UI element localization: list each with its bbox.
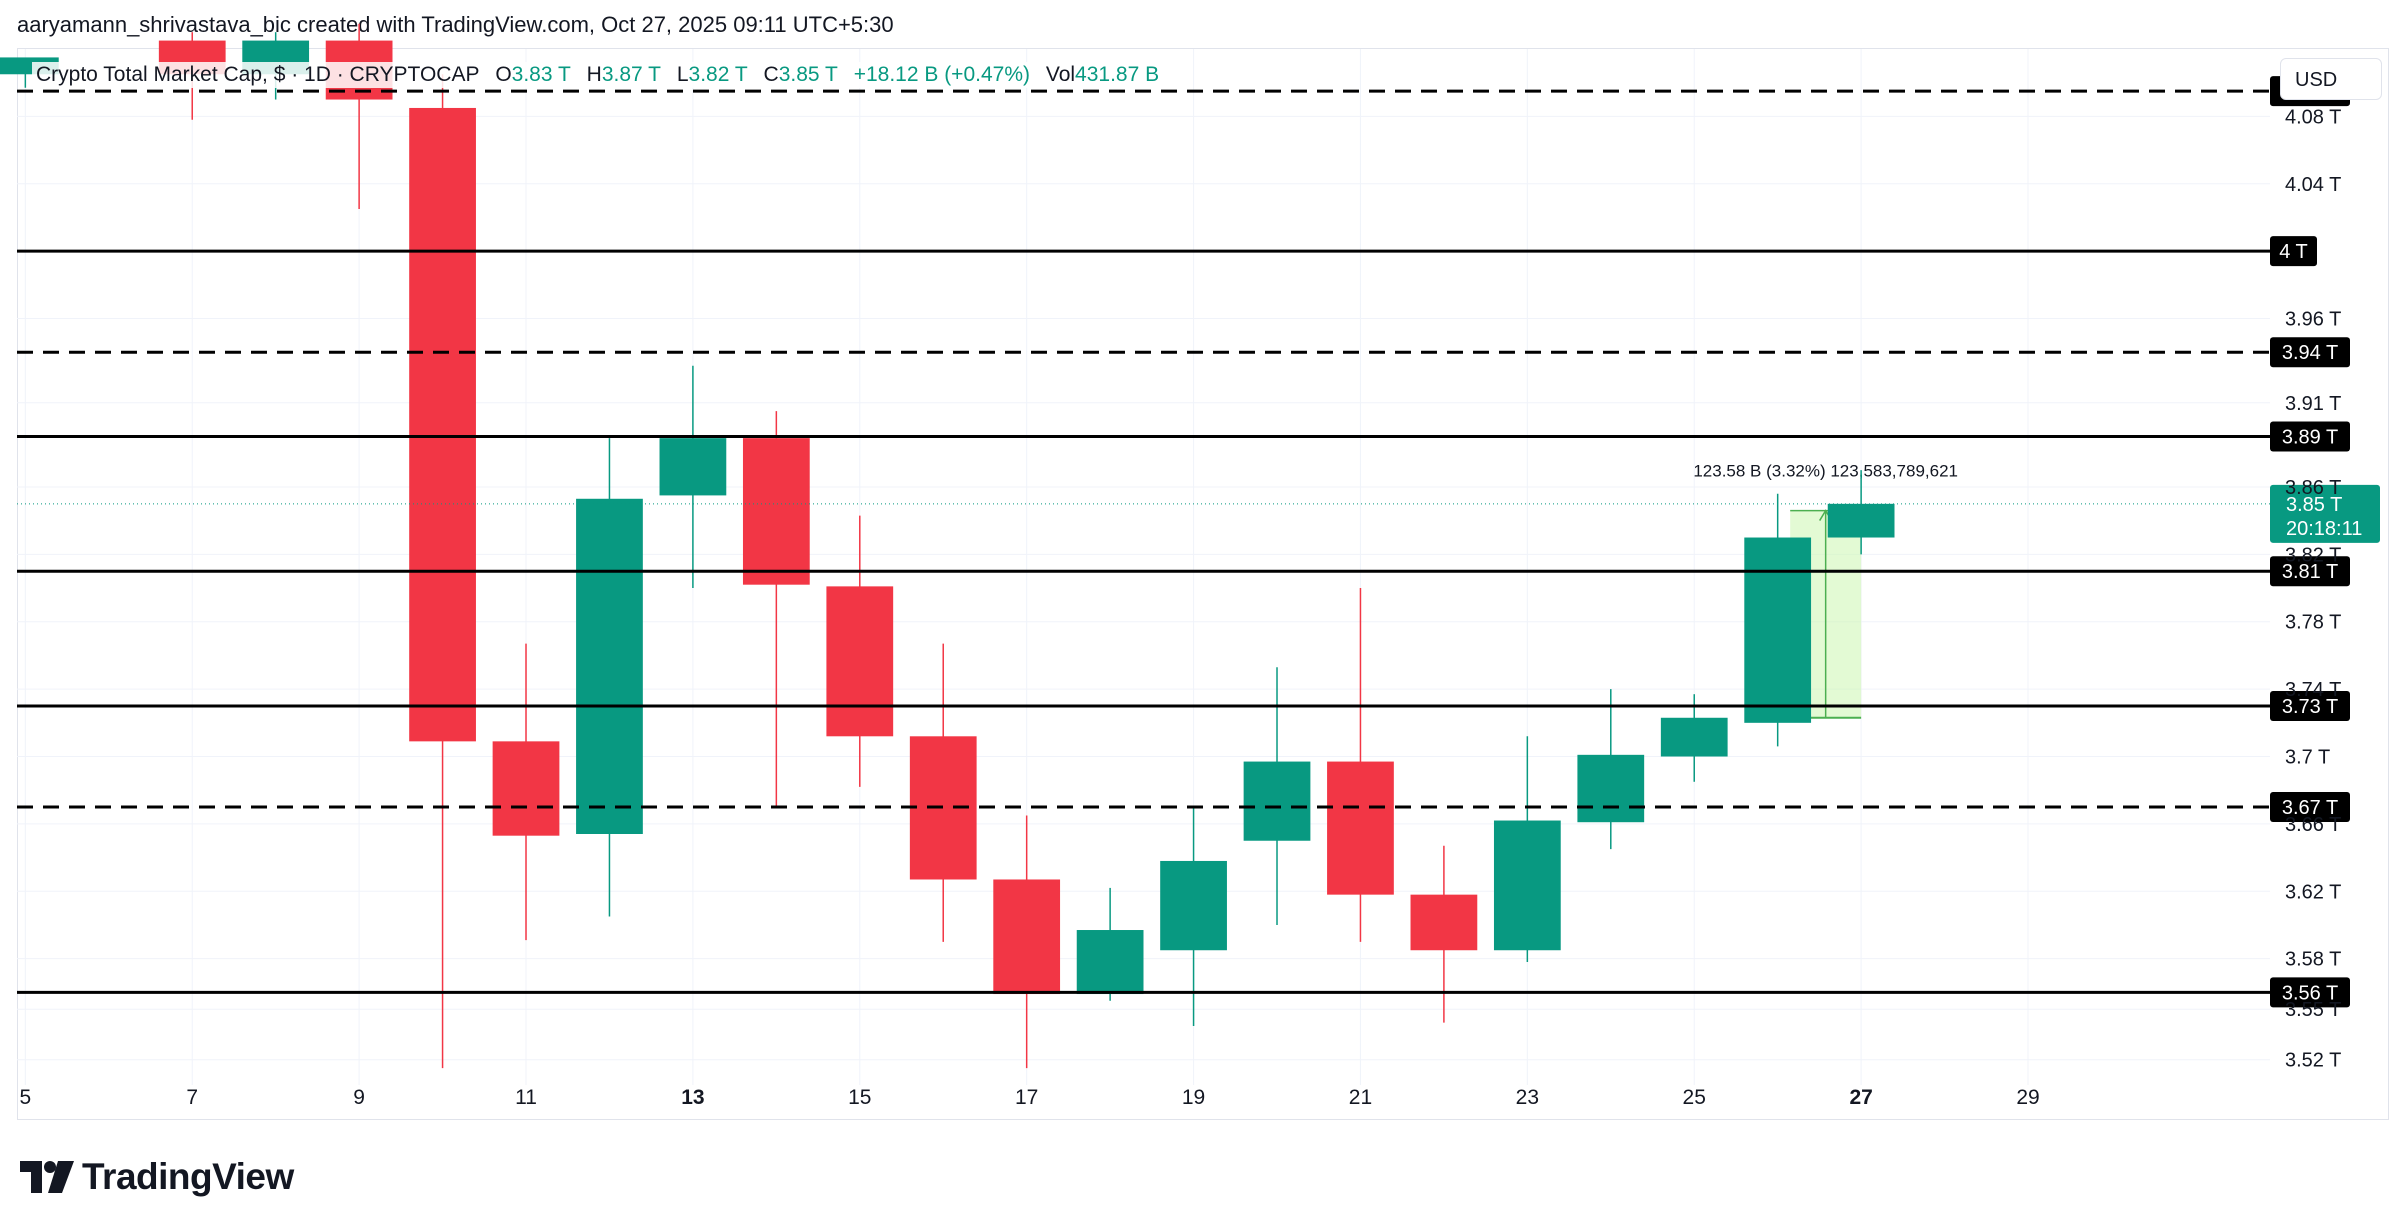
tradingview-logo-icon [20,1161,74,1193]
open-value: 3.83 T [511,63,571,86]
level-label: 3.56 T [2282,982,2338,1004]
level-label: 3.94 T [2282,342,2338,364]
tradingview-brand[interactable]: TradingView [20,1155,294,1199]
level-label-box [2270,792,2350,823]
candle-body [1410,894,1478,951]
level-label-box [2270,421,2350,452]
y-axis-tick-label: 3.7 T [2285,747,2330,769]
y-axis-tick-label: 3.74 T [2285,679,2341,701]
x-axis-tick-label: 13 [681,1086,704,1109]
high-value: 3.87 T [601,63,661,86]
y-axis-tick-label: 3.82 T [2285,544,2341,566]
y-axis-tick-label: 4.08 T [2285,106,2341,128]
last-price-badge [2270,484,2380,543]
level-label: 4 T [2279,241,2308,263]
x-axis-tick-label: 15 [848,1086,871,1109]
level-label-box [2270,690,2350,721]
candle-body [1744,537,1812,723]
x-axis-tick-label: 29 [2016,1086,2039,1109]
candle-body [1577,754,1645,823]
close-value: 3.85 T [778,63,838,86]
x-axis-tick-label: 7 [186,1086,198,1109]
y-axis-tick-label: 3.96 T [2285,309,2341,331]
level-label-box [2270,556,2350,587]
x-axis-tick-label: 9 [353,1086,365,1109]
candle-body [492,741,560,836]
low-label: L [676,63,689,86]
candle-body [1243,761,1311,841]
candle-body [659,438,727,496]
candle-body [993,879,1061,995]
candle-body [1827,503,1895,538]
volume-value: 431.87 B [1075,63,1160,86]
x-axis-tick-label: 21 [1349,1086,1372,1109]
y-axis-tick-label: 3.55 T [2285,999,2341,1021]
price-range-tool[interactable]: 123.58 B (3.32%) 123,583,789,621 [1693,462,1958,719]
y-axis-tick-label: 3.86 T [2285,477,2341,499]
x-axis-tick-label: 19 [1182,1086,1205,1109]
last-price-label: 3.85 T [2286,494,2342,516]
level-label: 3.89 T [2282,426,2338,448]
open-label: O [495,63,512,86]
candle-body [1327,761,1394,895]
candle-body [1660,717,1728,757]
candle-body [1160,860,1227,951]
chart-credit: aaryamann_shrivastava_bic created with T… [17,12,894,37]
y-axis-tick-label: 3.52 T [2285,1050,2341,1072]
level-label: 3.67 T [2282,797,2338,819]
price-range-label: 123.58 B (3.32%) 123,583,789,621 [1693,462,1958,481]
horizontal-levels[interactable]: 4.09 T4 T3.94 T3.89 T3.81 T3.73 T3.67 T3… [17,76,2380,1008]
candle-body [742,438,810,585]
x-axis-tick-label: 11 [515,1086,537,1109]
bar-countdown: 20:18:11 [2286,518,2362,540]
y-axis-tick-label: 3.66 T [2285,814,2341,836]
level-label: 3.73 T [2282,696,2338,718]
x-axis-tick-label: 5 [20,1086,32,1109]
y-axis-tick-label: 3.62 T [2285,881,2341,903]
x-axis-tick-label: 23 [1516,1086,1539,1109]
candle-body [409,107,476,742]
low-value: 3.82 T [688,63,748,86]
high-label: H [586,63,602,86]
candle-body [826,586,894,737]
candle-body [1076,930,1144,995]
level-label: 3.81 T [2282,561,2338,583]
candle-body [1493,820,1561,951]
level-label-box [2270,977,2350,1008]
volume-label: Vol [1045,63,1076,86]
level-label-box [2270,337,2350,368]
symbol-title[interactable]: Crypto Total Market Cap, $ · 1D · CRYPTO… [36,63,480,86]
level-label-box [2270,236,2317,267]
chart-frame [17,48,2389,1120]
x-axis-tick-label: 25 [1683,1086,1706,1109]
brand-name: TradingView [82,1156,294,1197]
grid-lines [17,49,2270,1085]
y-axis-tick-label: 3.58 T [2285,949,2341,971]
change-value: +18.12 B (+0.47%) [853,63,1030,86]
y-axis-tick-label: 4.04 T [2285,174,2341,196]
x-axis-tick-label: 27 [1849,1086,1872,1109]
x-axis-tick-label: 17 [1015,1086,1038,1109]
candles [0,23,2270,1069]
close-label: C [763,63,779,86]
axes: 4.08 T 4.04 T 3.96 T 3.91 T 3.86 T 3.82 T 3.78… [20,106,2342,1109]
y-axis-tick-label: 3.91 T [2285,393,2341,415]
symbol-legend: Crypto Total Market Cap, $ · 1D · CRYPTO… [32,62,1164,88]
currency-button[interactable]: USD [2280,58,2382,100]
candle-body [576,498,643,835]
y-axis-tick-label: 3.78 T [2285,612,2341,634]
